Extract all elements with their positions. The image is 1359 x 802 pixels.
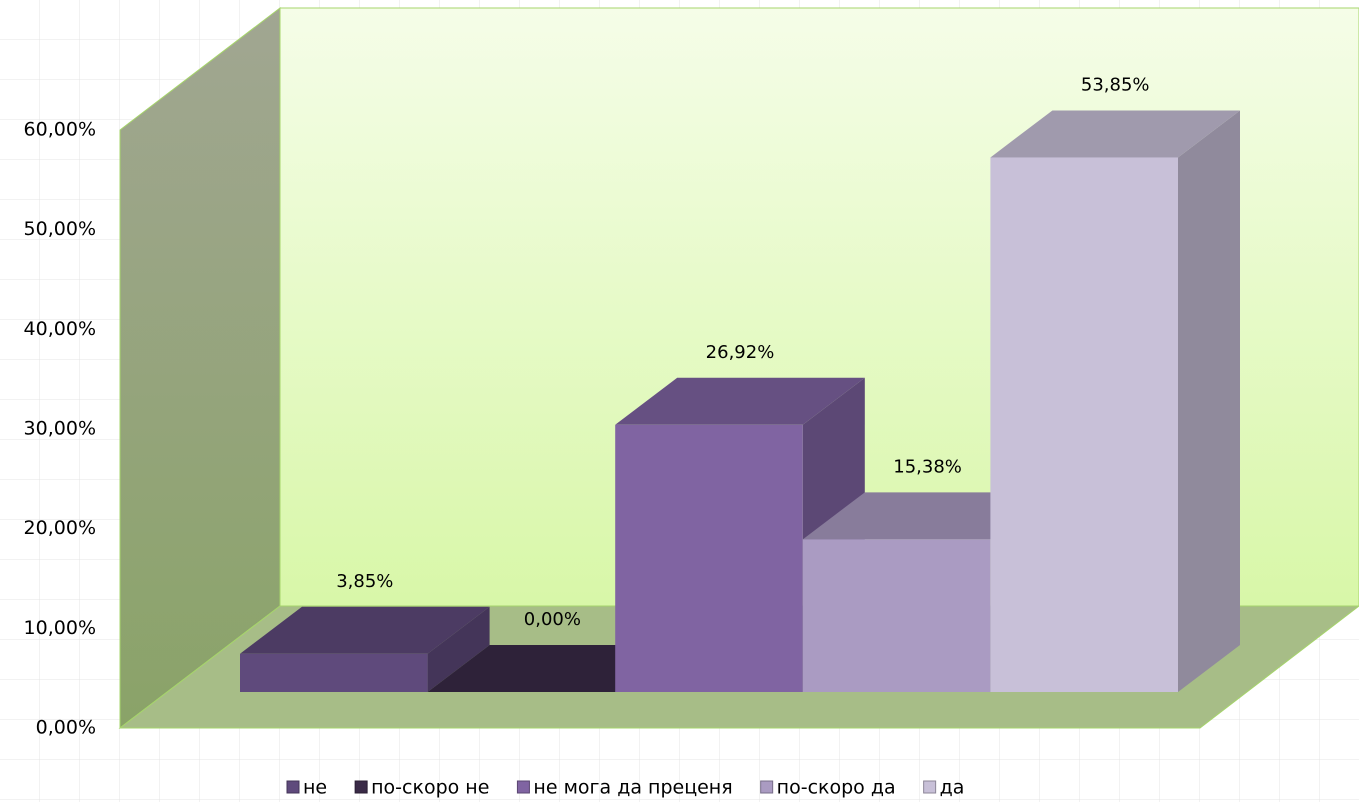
bar-top (802, 492, 1053, 540)
bar (240, 606, 490, 692)
legend-marker (354, 780, 368, 794)
bar-top (990, 110, 1240, 158)
bar (990, 110, 1240, 692)
bar-front (615, 424, 803, 692)
bar-top (427, 645, 678, 692)
bar-front (240, 653, 428, 692)
bar (427, 645, 678, 692)
bar-top (240, 606, 490, 654)
legend-label: не мога да преценя (533, 777, 732, 799)
y-tick-label: 60,00% (24, 119, 96, 141)
value-label: 0,00% (524, 609, 581, 630)
legend-marker (516, 780, 530, 794)
legend-label: да (940, 777, 965, 799)
y-tick-label: 20,00% (24, 517, 96, 539)
side-wall (119, 6, 281, 730)
y-tick-label: 50,00% (24, 218, 96, 240)
bar-side (427, 606, 490, 692)
legend-label: не (303, 777, 327, 799)
value-label: 3,85% (336, 571, 393, 592)
bar-front (802, 539, 991, 692)
legend-label: по-скоро да (777, 777, 896, 799)
bar-front (990, 157, 1178, 692)
y-tick-label: 0,00% (36, 717, 96, 739)
legend-marker (760, 780, 774, 794)
y-tick-label: 40,00% (24, 318, 96, 340)
legend-marker (923, 780, 937, 794)
legend-marker (286, 780, 300, 794)
value-label: 53,85% (1081, 74, 1150, 95)
y-tick-label: 30,00% (24, 418, 96, 440)
value-label: 15,38% (893, 456, 962, 477)
y-tick-label: 10,00% (24, 617, 96, 639)
legend-label: по-скоро не (371, 777, 489, 799)
bar-side (1178, 110, 1240, 692)
value-label: 26,92% (706, 342, 775, 363)
bar-top (615, 377, 865, 425)
